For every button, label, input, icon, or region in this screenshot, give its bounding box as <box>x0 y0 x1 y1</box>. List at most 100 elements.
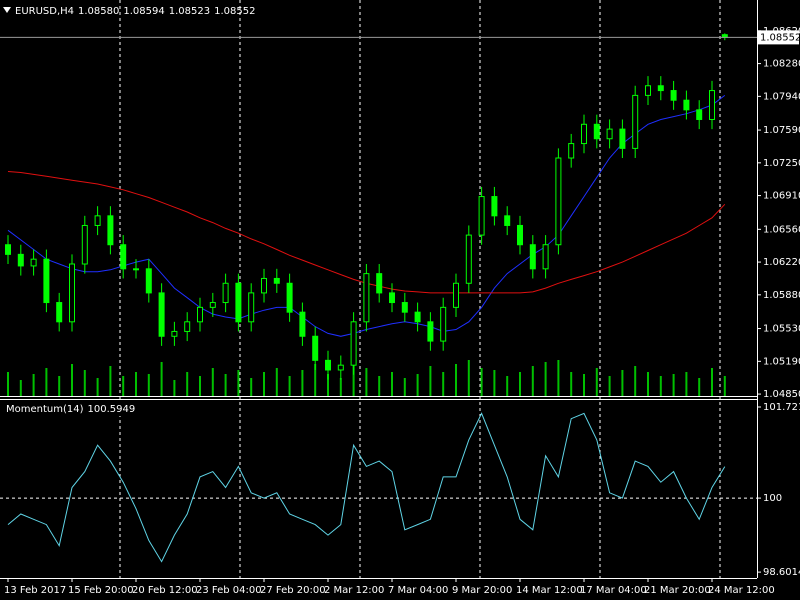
volume-bar <box>416 374 419 396</box>
symbol: EURUSD,H4 <box>15 6 74 17</box>
candle-body <box>235 282 242 323</box>
candle-body <box>30 258 37 267</box>
x-tick-label: 23 Feb 04:00 <box>196 585 262 596</box>
ohlc-label: 1.08523 <box>169 6 210 17</box>
candle-body <box>197 306 203 323</box>
volume-bar <box>314 364 317 396</box>
x-tick-label: 2 Mar 12:00 <box>324 585 384 596</box>
volume-bar <box>659 376 662 396</box>
volume-bar <box>186 372 189 396</box>
volume-bar <box>442 372 445 396</box>
candle-body <box>69 263 75 323</box>
y-tick-label: 98.6014 <box>763 567 800 578</box>
candle-body <box>619 128 626 149</box>
candle-body <box>414 311 421 323</box>
candle-body <box>120 244 127 270</box>
candle-body <box>209 302 216 308</box>
candle-body <box>657 85 664 92</box>
volume-bar <box>173 380 176 396</box>
candle-body <box>504 215 511 226</box>
collapse-icon[interactable] <box>3 7 11 13</box>
volume-bar <box>237 370 240 396</box>
candle-body <box>94 215 101 226</box>
candle-body <box>389 292 395 304</box>
volume-bar <box>199 376 201 396</box>
volume-bar <box>583 374 585 396</box>
y-tick-label: 1.04850 <box>763 389 800 400</box>
candle-body <box>478 196 485 236</box>
x-tick-label: 17 Mar 04:00 <box>580 585 647 596</box>
candle-body <box>133 268 139 271</box>
y-tick-label: 101.7216 <box>763 402 800 413</box>
volume-bar <box>275 368 278 396</box>
y-tick-label: 1.08280 <box>763 59 800 70</box>
candle-body <box>81 224 88 265</box>
volume-bar <box>711 368 713 396</box>
y-tick-label: 1.05880 <box>763 290 800 301</box>
candle-body <box>56 302 63 323</box>
volume-bar <box>211 368 214 396</box>
candle-body <box>709 90 715 120</box>
label-bg <box>2 402 132 416</box>
volume-bar <box>45 368 48 396</box>
candle-body <box>325 359 331 371</box>
candle-body <box>670 90 677 101</box>
volume-bar <box>32 374 35 396</box>
candle-body <box>222 282 229 304</box>
x-tick-label: 7 Mar 04:00 <box>388 585 448 596</box>
volume-bar <box>391 372 393 396</box>
indicator-header: Momentum(14) 100.5949 <box>6 404 135 415</box>
volume-bar <box>71 364 73 396</box>
volume-bar <box>685 372 688 396</box>
candle-body <box>376 273 383 294</box>
x-tick-label: 27 Feb 20:00 <box>260 585 326 596</box>
volume-bar <box>96 378 99 396</box>
y-tick-label: 1.06910 <box>763 191 800 202</box>
last-price-box <box>758 30 799 45</box>
y-tick-label: 1.07940 <box>763 91 800 102</box>
candle-body <box>363 273 370 323</box>
candle-body <box>440 306 447 342</box>
candle-body <box>696 109 703 120</box>
volume-bar <box>621 370 624 396</box>
candle-body <box>158 292 165 337</box>
volume-bar <box>698 378 701 396</box>
candle-body <box>465 234 472 284</box>
candle-body <box>401 302 408 313</box>
volume-bar <box>647 372 649 396</box>
candle-body <box>517 224 523 246</box>
marks: 1.086201.082801.079401.075901.072501.069… <box>0 26 800 596</box>
candle-body <box>184 321 191 332</box>
indicator-value: 100.5949 <box>88 404 136 415</box>
momentum-line <box>7 412 726 563</box>
volume-bar <box>467 360 470 396</box>
candle-body <box>145 268 152 294</box>
volume-bar <box>19 380 22 396</box>
volume-bar <box>365 368 368 396</box>
y-tick-label: 1.05190 <box>763 356 800 367</box>
volume-bar <box>608 376 611 396</box>
y-tick-label: 1.07250 <box>763 158 800 169</box>
ohlc-label: 1.08580 <box>78 6 119 17</box>
volume-bar <box>135 372 137 396</box>
volume-bar <box>7 372 9 396</box>
volume-bar <box>557 360 560 396</box>
chart-header: EURUSD,H4 1.08580 1.08594 1.08523 1.08552 <box>15 6 255 17</box>
candle-body <box>427 321 434 342</box>
y-tick-label: 1.05530 <box>763 324 800 335</box>
volume-bar <box>493 370 496 396</box>
candle-body <box>171 330 178 337</box>
volume-bar <box>455 364 457 396</box>
candle-body <box>273 277 280 284</box>
x-tick-label: 14 Mar 12:00 <box>516 585 583 596</box>
volume-bar <box>531 366 534 396</box>
volume-bar <box>723 376 726 396</box>
ohlc-label: 1.08594 <box>123 6 164 17</box>
volume-bar <box>147 374 150 396</box>
volume-bar <box>122 376 125 396</box>
volume-bar <box>288 376 291 396</box>
volume-bar <box>634 366 637 396</box>
volume-bar <box>403 378 406 396</box>
